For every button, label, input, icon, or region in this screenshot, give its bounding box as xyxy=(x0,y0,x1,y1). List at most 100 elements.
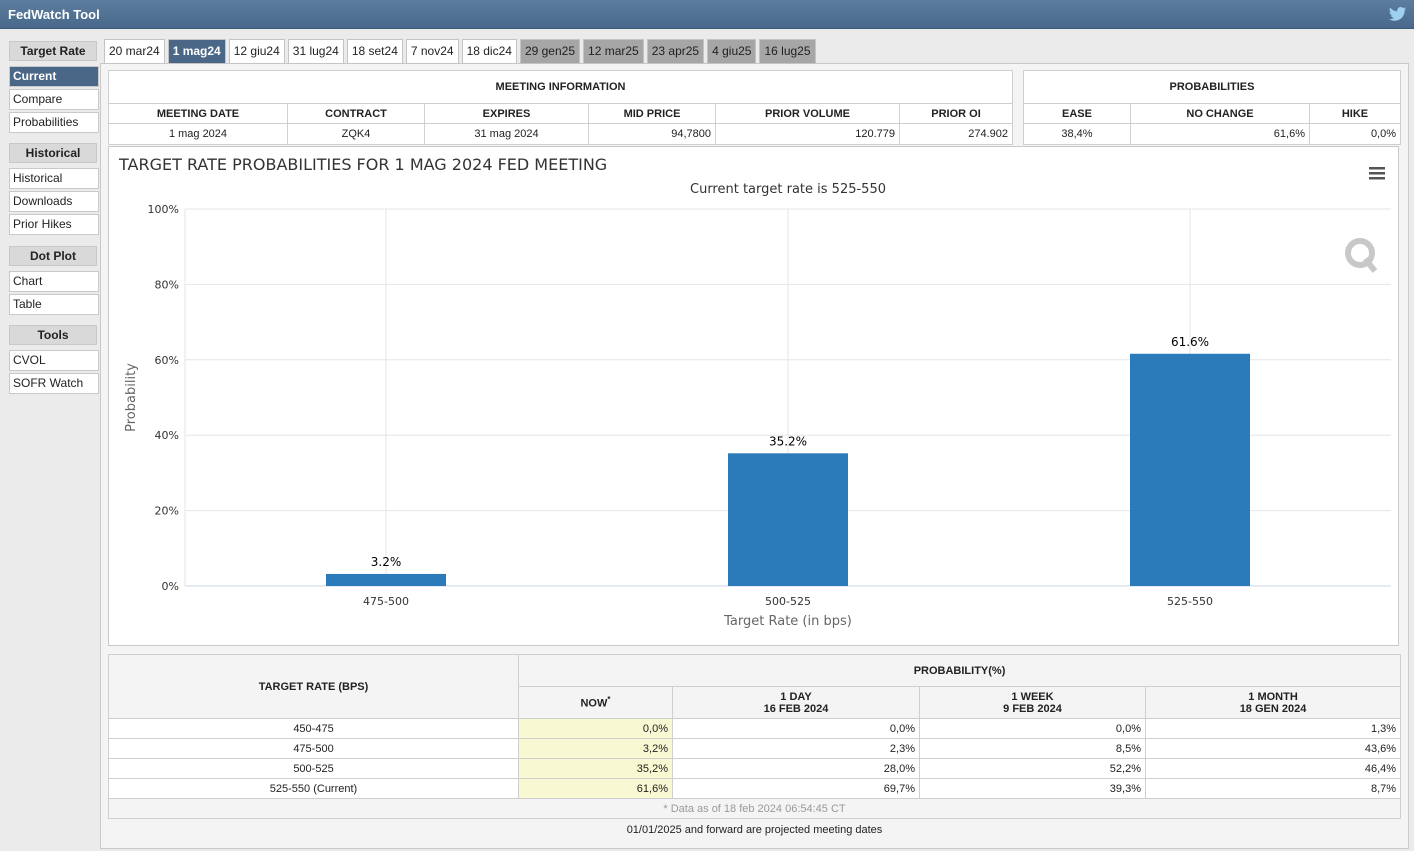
cell: 94,7800 xyxy=(589,124,716,145)
meeting-tab[interactable]: 12 mar25 xyxy=(583,39,644,64)
x-tick-label: 475-500 xyxy=(363,595,409,608)
cell: 43,6% xyxy=(1146,739,1401,759)
data-label: 3.2% xyxy=(371,555,402,569)
data-row: 475-5003,2%2,3%8,5%43,6% xyxy=(109,739,1401,759)
logo xyxy=(1365,259,1375,271)
sidebar-item[interactable]: Probabilities xyxy=(9,112,99,133)
footnote-row: * Data as of 18 feb 2024 06:54:45 CT xyxy=(109,799,1401,819)
data-row: 525-550 (Current)61,6%69,7%39,3%8,7% xyxy=(109,779,1401,799)
sidebar-item[interactable]: Prior Hikes xyxy=(9,214,99,235)
bar xyxy=(728,453,848,586)
cell: ZQK4 xyxy=(288,124,425,145)
cell: 120.779 xyxy=(716,124,900,145)
footer-note: 01/01/2025 and forward are projected mee… xyxy=(100,824,1409,836)
x-tick-label: 525-550 xyxy=(1167,595,1213,608)
sidebar-heading: Target Rate xyxy=(9,41,97,61)
header-row: MEETING DATECONTRACTEXPIRESMID PRICE PRIO… xyxy=(109,104,1013,124)
column-header: TARGET RATE (BPS) xyxy=(109,655,519,719)
column-date: 18 GEN 2024 xyxy=(1240,703,1307,715)
chart-menu[interactable] xyxy=(1369,167,1385,180)
cell: 52,2% xyxy=(920,759,1146,779)
data-row: 450-4750,0%0,0%0,0%1,3% xyxy=(109,719,1401,739)
cell: 28,0% xyxy=(673,759,920,779)
column-date: 16 FEB 2024 xyxy=(764,703,829,715)
cell: 500-525 xyxy=(109,759,519,779)
cell: 475-500 xyxy=(109,739,519,759)
sidebar-item[interactable]: Compare xyxy=(9,89,99,110)
y-tick-label: 60% xyxy=(155,354,179,367)
column-header: CONTRACT xyxy=(288,104,425,124)
meeting-tab[interactable]: 31 lug24 xyxy=(288,39,344,64)
bar xyxy=(1130,354,1250,586)
x-tick-label: 500-525 xyxy=(765,595,811,608)
sidebar-item[interactable]: Current xyxy=(9,66,99,87)
column-header: NOW* xyxy=(519,687,673,719)
column-header: PRIOR OI xyxy=(900,104,1013,124)
cell: 2,3% xyxy=(673,739,920,759)
column-header: EXPIRES xyxy=(425,104,589,124)
column-header: 1 WEEK9 FEB 2024 xyxy=(920,687,1146,719)
cell: 61,6% xyxy=(1131,124,1310,145)
meeting-info-table: MEETING INFORMATIONMEETING DATECONTRACTE… xyxy=(108,70,1013,145)
sidebar-item[interactable]: Historical xyxy=(9,168,99,189)
column-header: 1 MONTH18 GEN 2024 xyxy=(1146,687,1401,719)
meeting-tabs: 20 mar241 mag2412 giu2431 lug2418 set247… xyxy=(104,39,816,64)
chart-subtitle: Current target rate is 525-550 xyxy=(690,182,886,197)
column-header: EASE xyxy=(1024,104,1131,124)
cell: 525-550 (Current) xyxy=(109,779,519,799)
sidebar-heading: Historical xyxy=(9,143,97,163)
y-tick-label: 100% xyxy=(148,203,179,216)
meeting-tab[interactable]: 18 dic24 xyxy=(462,39,517,64)
footnote: * Data as of 18 feb 2024 06:54:45 CT xyxy=(109,799,1401,819)
cell: 31 mag 2024 xyxy=(425,124,589,145)
y-tick-label: 80% xyxy=(155,278,179,291)
column-label: 1 MONTH xyxy=(1248,691,1298,703)
meeting-tab[interactable]: 12 giu24 xyxy=(229,39,285,64)
column-header: PROBABILITY(%) xyxy=(519,655,1401,687)
cell: 450-475 xyxy=(109,719,519,739)
column-note: * xyxy=(607,695,610,704)
meeting-tab[interactable]: 23 apr25 xyxy=(647,39,704,64)
twitter-icon[interactable] xyxy=(1389,6,1407,22)
cell: 274.902 xyxy=(900,124,1013,145)
probabilities-table: PROBABILITIESEASENO CHANGEHIKE38,4%61,6%… xyxy=(1023,70,1401,145)
column-header: MID PRICE xyxy=(589,104,716,124)
cell: 46,4% xyxy=(1146,759,1401,779)
column-header: NO CHANGE xyxy=(1131,104,1310,124)
sidebar-heading: Dot Plot xyxy=(9,246,97,266)
sidebar-item[interactable]: Table xyxy=(9,294,99,315)
meeting-tab[interactable]: 29 gen25 xyxy=(520,39,580,64)
data-row: 38,4%61,6%0,0% xyxy=(1024,124,1401,145)
sidebar-item[interactable]: SOFR Watch xyxy=(9,373,99,394)
meeting-tab[interactable]: 18 set24 xyxy=(347,39,403,64)
sidebar-item[interactable]: CVOL xyxy=(9,350,99,371)
chart-title: TARGET RATE PROBABILITIES FOR 1 MAG 2024… xyxy=(118,155,607,174)
probability-table: TARGET RATE (BPS)PROBABILITY(%)NOW*1 DAY… xyxy=(108,654,1401,819)
sidebar-item[interactable]: Downloads xyxy=(9,191,99,212)
meeting-tab[interactable]: 20 mar24 xyxy=(104,39,165,64)
bar xyxy=(326,574,446,586)
header-row: TARGET RATE (BPS)PROBABILITY(%) xyxy=(109,655,1401,687)
cell: 1 mag 2024 xyxy=(109,124,288,145)
top-bar: FedWatch Tool xyxy=(0,0,1414,29)
cell: 8,7% xyxy=(1146,779,1401,799)
sidebar-item[interactable]: Chart xyxy=(9,271,99,292)
table-title: PROBABILITIES xyxy=(1024,71,1401,104)
cell: 0,0% xyxy=(1310,124,1401,145)
meeting-tab[interactable]: 7 nov24 xyxy=(406,39,459,64)
meeting-tab[interactable]: 16 lug25 xyxy=(759,39,815,64)
cell: 8,5% xyxy=(920,739,1146,759)
column-header: MEETING DATE xyxy=(109,104,288,124)
y-tick-label: 20% xyxy=(155,505,179,518)
sidebar-heading: Tools xyxy=(9,325,97,345)
y-tick-label: 0% xyxy=(162,580,179,593)
header-row: EASENO CHANGEHIKE xyxy=(1024,104,1401,124)
cell: 69,7% xyxy=(673,779,920,799)
meeting-tab[interactable]: 4 giu25 xyxy=(707,39,756,64)
column-label: NOW xyxy=(580,698,607,710)
meeting-tab[interactable]: 1 mag24 xyxy=(168,39,226,64)
cell: 0,0% xyxy=(673,719,920,739)
cell: 38,4% xyxy=(1024,124,1131,145)
cell: 39,3% xyxy=(920,779,1146,799)
